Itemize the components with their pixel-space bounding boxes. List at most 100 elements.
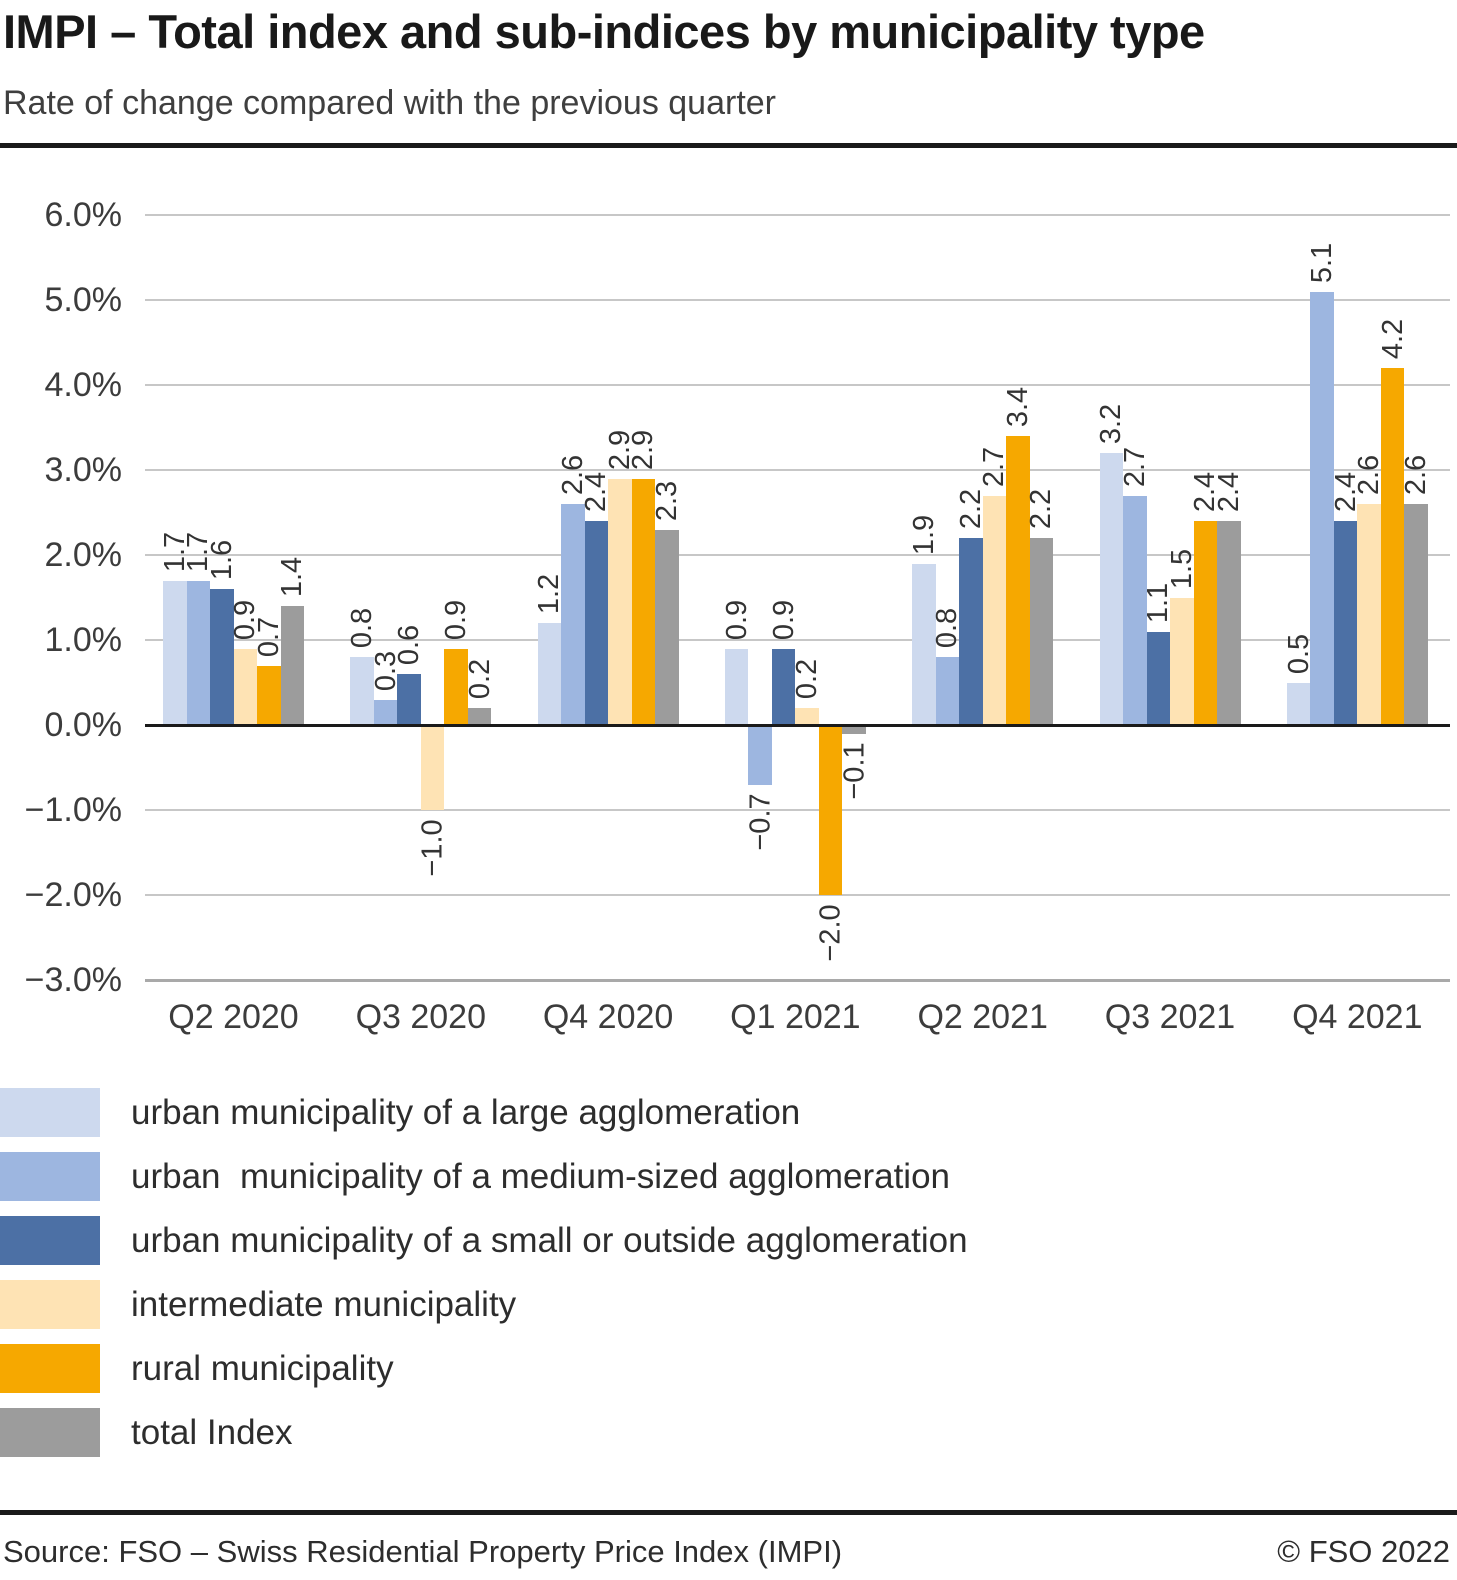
bottom-divider — [0, 1510, 1457, 1515]
bar — [1099, 453, 1123, 725]
bar — [584, 521, 609, 725]
y-axis-tick-label: 4.0% — [44, 366, 123, 404]
bar — [818, 725, 843, 895]
legend-label: urban municipality of a large agglomerat… — [131, 1092, 801, 1132]
legend-item: total Index — [0, 1408, 968, 1457]
bar — [467, 708, 492, 725]
bar-value-label: 5.1 — [1306, 242, 1339, 283]
bar — [655, 529, 679, 725]
bar — [608, 478, 632, 725]
bar-value-label: 0.8 — [346, 607, 379, 649]
x-axis-tick-label: Q1 2021 — [730, 998, 861, 1036]
bar — [397, 674, 421, 725]
bar — [210, 589, 234, 725]
copyright-text: © FSO 2022 — [1277, 1534, 1450, 1569]
x-axis-tick-label: Q3 2021 — [1104, 998, 1236, 1036]
y-axis-tick-label: −1.0% — [24, 791, 122, 829]
gridline — [145, 554, 1450, 556]
bar-value-label: 2.2 — [955, 488, 988, 530]
y-axis-tick-label: 5.0% — [44, 281, 123, 319]
bar — [1193, 521, 1217, 725]
y-axis-tick-label: 2.0% — [44, 536, 123, 574]
gridline — [145, 639, 1450, 641]
bar-value-label: 1.4 — [276, 556, 309, 598]
bar-value-label: 3.4 — [1002, 386, 1035, 428]
bar-value-label: 2.7 — [978, 446, 1011, 487]
bar-value-label: −1.0 — [416, 818, 449, 877]
bar — [1286, 682, 1311, 725]
bar — [1380, 368, 1405, 725]
bar — [1006, 436, 1030, 725]
bar-value-label: 1.6 — [205, 539, 238, 581]
page-title: IMPI – Total index and sub-indices by mu… — [3, 5, 1205, 58]
y-axis-tick-label: 0.0% — [44, 706, 123, 744]
bar-value-label: 2.9 — [627, 429, 660, 470]
legend-item: urban municipality of a small or outside… — [0, 1216, 968, 1265]
x-axis-tick-label: Q3 2020 — [355, 998, 487, 1036]
bar-value-label: 0.2 — [791, 658, 824, 700]
bar — [1333, 521, 1358, 725]
gridline — [145, 894, 1450, 896]
bar-value-label: −0.1 — [838, 742, 871, 800]
bar — [935, 657, 960, 725]
bar — [537, 623, 562, 725]
legend-swatch-medium-agglomeration — [0, 1152, 100, 1201]
bar — [959, 538, 983, 725]
bar-value-label: 2.3 — [651, 480, 684, 521]
bar-value-label: 0.2 — [463, 658, 496, 700]
legend-swatch-small-agglomeration — [0, 1216, 100, 1265]
gridline — [145, 214, 1450, 216]
source-text: Source: FSO – Swiss Residential Property… — [3, 1534, 843, 1569]
legend-label: urban municipality of a small or outside… — [131, 1220, 968, 1260]
legend-label: total Index — [131, 1412, 293, 1452]
bar-value-label: 2.7 — [1118, 446, 1151, 487]
bar — [186, 580, 210, 725]
bar — [257, 665, 281, 725]
legend-label: urban municipality of a medium-sized agg… — [131, 1156, 951, 1196]
bar — [163, 580, 187, 725]
bar — [1029, 538, 1054, 725]
legend-item: urban municipality of a medium-sized agg… — [0, 1152, 968, 1201]
bar — [1146, 631, 1170, 725]
gridline — [145, 384, 1450, 386]
legend-swatch-rural — [0, 1344, 100, 1393]
legend-label: intermediate municipality — [131, 1284, 517, 1324]
legend-swatch-large-agglomeration — [0, 1088, 100, 1137]
bar — [280, 606, 304, 725]
bar-value-label: 2.6 — [1400, 454, 1433, 496]
bar-value-label: 2.2 — [1025, 488, 1058, 530]
bar — [795, 708, 819, 725]
bar-value-label: 4.2 — [1376, 318, 1409, 360]
bar-value-label: 2.6 — [1353, 454, 1386, 496]
y-axis-tick-label: 3.0% — [44, 451, 123, 489]
bar-value-label: 0.5 — [1282, 633, 1315, 674]
top-divider — [0, 143, 1457, 148]
y-axis-tick-label: 6.0% — [44, 196, 123, 234]
bar — [350, 657, 374, 725]
legend-swatch-total-index — [0, 1408, 100, 1457]
bar-value-label: 0.8 — [931, 607, 964, 649]
bar-value-label: 0.9 — [440, 599, 473, 640]
bar — [982, 495, 1007, 725]
bar — [631, 478, 656, 725]
gridline — [145, 809, 1450, 811]
bar-value-label: 1.5 — [1165, 548, 1198, 589]
footer: Source: FSO – Swiss Residential Property… — [3, 1534, 1450, 1570]
bar-value-label: 2.4 — [1212, 471, 1245, 513]
bar — [233, 648, 257, 725]
bar — [912, 563, 936, 725]
gridline — [145, 979, 1450, 982]
x-axis-tick-label: Q4 2021 — [1292, 998, 1423, 1036]
bar-value-label: 0.9 — [767, 599, 800, 640]
bar-value-label: 0.6 — [393, 624, 426, 666]
legend-item: intermediate municipality — [0, 1280, 968, 1329]
page-subtitle: Rate of change compared with the previou… — [3, 84, 777, 122]
legend-item: rural municipality — [0, 1344, 968, 1393]
bar-value-label: 2.4 — [580, 471, 613, 513]
x-axis-tick-label: Q4 2020 — [542, 998, 674, 1036]
bar-value-label: 0.9 — [720, 599, 753, 640]
bar — [724, 648, 749, 725]
bar — [1404, 504, 1428, 725]
bar-value-label: 1.9 — [908, 514, 941, 555]
